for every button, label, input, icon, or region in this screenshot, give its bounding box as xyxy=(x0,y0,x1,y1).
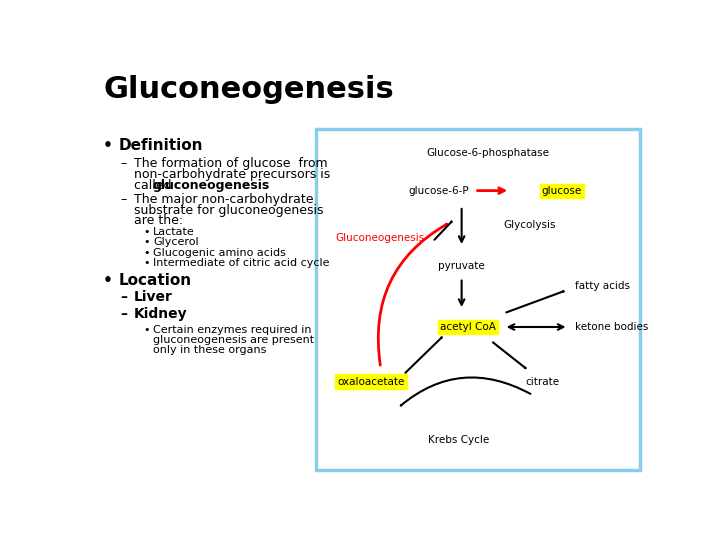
Text: citrate: citrate xyxy=(526,376,559,387)
Text: Glycolysis: Glycolysis xyxy=(504,220,557,229)
Text: –: – xyxy=(121,290,127,304)
Text: Glucogenic amino acids: Glucogenic amino acids xyxy=(153,248,286,258)
Text: ketone bodies: ketone bodies xyxy=(575,322,648,332)
Text: glucose-6-P: glucose-6-P xyxy=(409,186,469,195)
Text: Krebs Cycle: Krebs Cycle xyxy=(428,435,489,444)
Text: Gluconeogenesis: Gluconeogenesis xyxy=(104,75,395,104)
Text: non-carbohydrate precursors is: non-carbohydrate precursors is xyxy=(133,168,330,181)
FancyArrowPatch shape xyxy=(401,377,531,406)
FancyArrowPatch shape xyxy=(434,221,451,240)
Text: Kidney: Kidney xyxy=(133,307,187,321)
Text: •: • xyxy=(143,248,150,258)
Text: pyruvate: pyruvate xyxy=(438,261,485,271)
Text: Definition: Definition xyxy=(119,138,204,153)
Text: –: – xyxy=(121,307,127,321)
Text: oxaloacetate: oxaloacetate xyxy=(338,376,405,387)
Text: gluconeogenesis are present: gluconeogenesis are present xyxy=(153,335,314,345)
Text: Glycerol: Glycerol xyxy=(153,238,199,247)
Text: •: • xyxy=(143,238,150,247)
Text: •: • xyxy=(143,227,150,237)
Text: Intermediate of citric acid cycle: Intermediate of citric acid cycle xyxy=(153,258,330,268)
Text: called: called xyxy=(133,179,175,192)
Text: only in these organs: only in these organs xyxy=(153,346,266,355)
Text: •: • xyxy=(143,325,150,335)
Text: Gluconeogenesis: Gluconeogenesis xyxy=(336,233,425,244)
Text: gluconeogenesis: gluconeogenesis xyxy=(153,179,270,192)
Text: Lactate: Lactate xyxy=(153,227,195,237)
Text: fatty acids: fatty acids xyxy=(575,281,630,291)
Text: are the:: are the: xyxy=(133,214,183,227)
FancyArrowPatch shape xyxy=(378,224,447,365)
Bar xyxy=(316,129,639,470)
Text: The major non-carbohydrate: The major non-carbohydrate xyxy=(133,193,313,206)
Text: substrate for gluconeogenesis: substrate for gluconeogenesis xyxy=(133,204,323,217)
FancyArrowPatch shape xyxy=(405,338,442,373)
Text: The formation of glucose  from: The formation of glucose from xyxy=(133,157,327,170)
Text: –: – xyxy=(121,157,127,170)
FancyArrowPatch shape xyxy=(493,342,526,368)
Text: Location: Location xyxy=(119,273,192,288)
Text: •: • xyxy=(143,258,150,268)
Text: Certain enzymes required in: Certain enzymes required in xyxy=(153,325,312,335)
Text: •: • xyxy=(102,138,112,153)
FancyArrowPatch shape xyxy=(506,291,564,313)
Text: glucose: glucose xyxy=(542,186,582,195)
Text: acetyl CoA: acetyl CoA xyxy=(440,322,496,332)
Text: –: – xyxy=(121,193,127,206)
Text: •: • xyxy=(102,273,112,288)
Text: Liver: Liver xyxy=(133,290,172,304)
Text: Glucose-6-phosphatase: Glucose-6-phosphatase xyxy=(426,148,549,158)
